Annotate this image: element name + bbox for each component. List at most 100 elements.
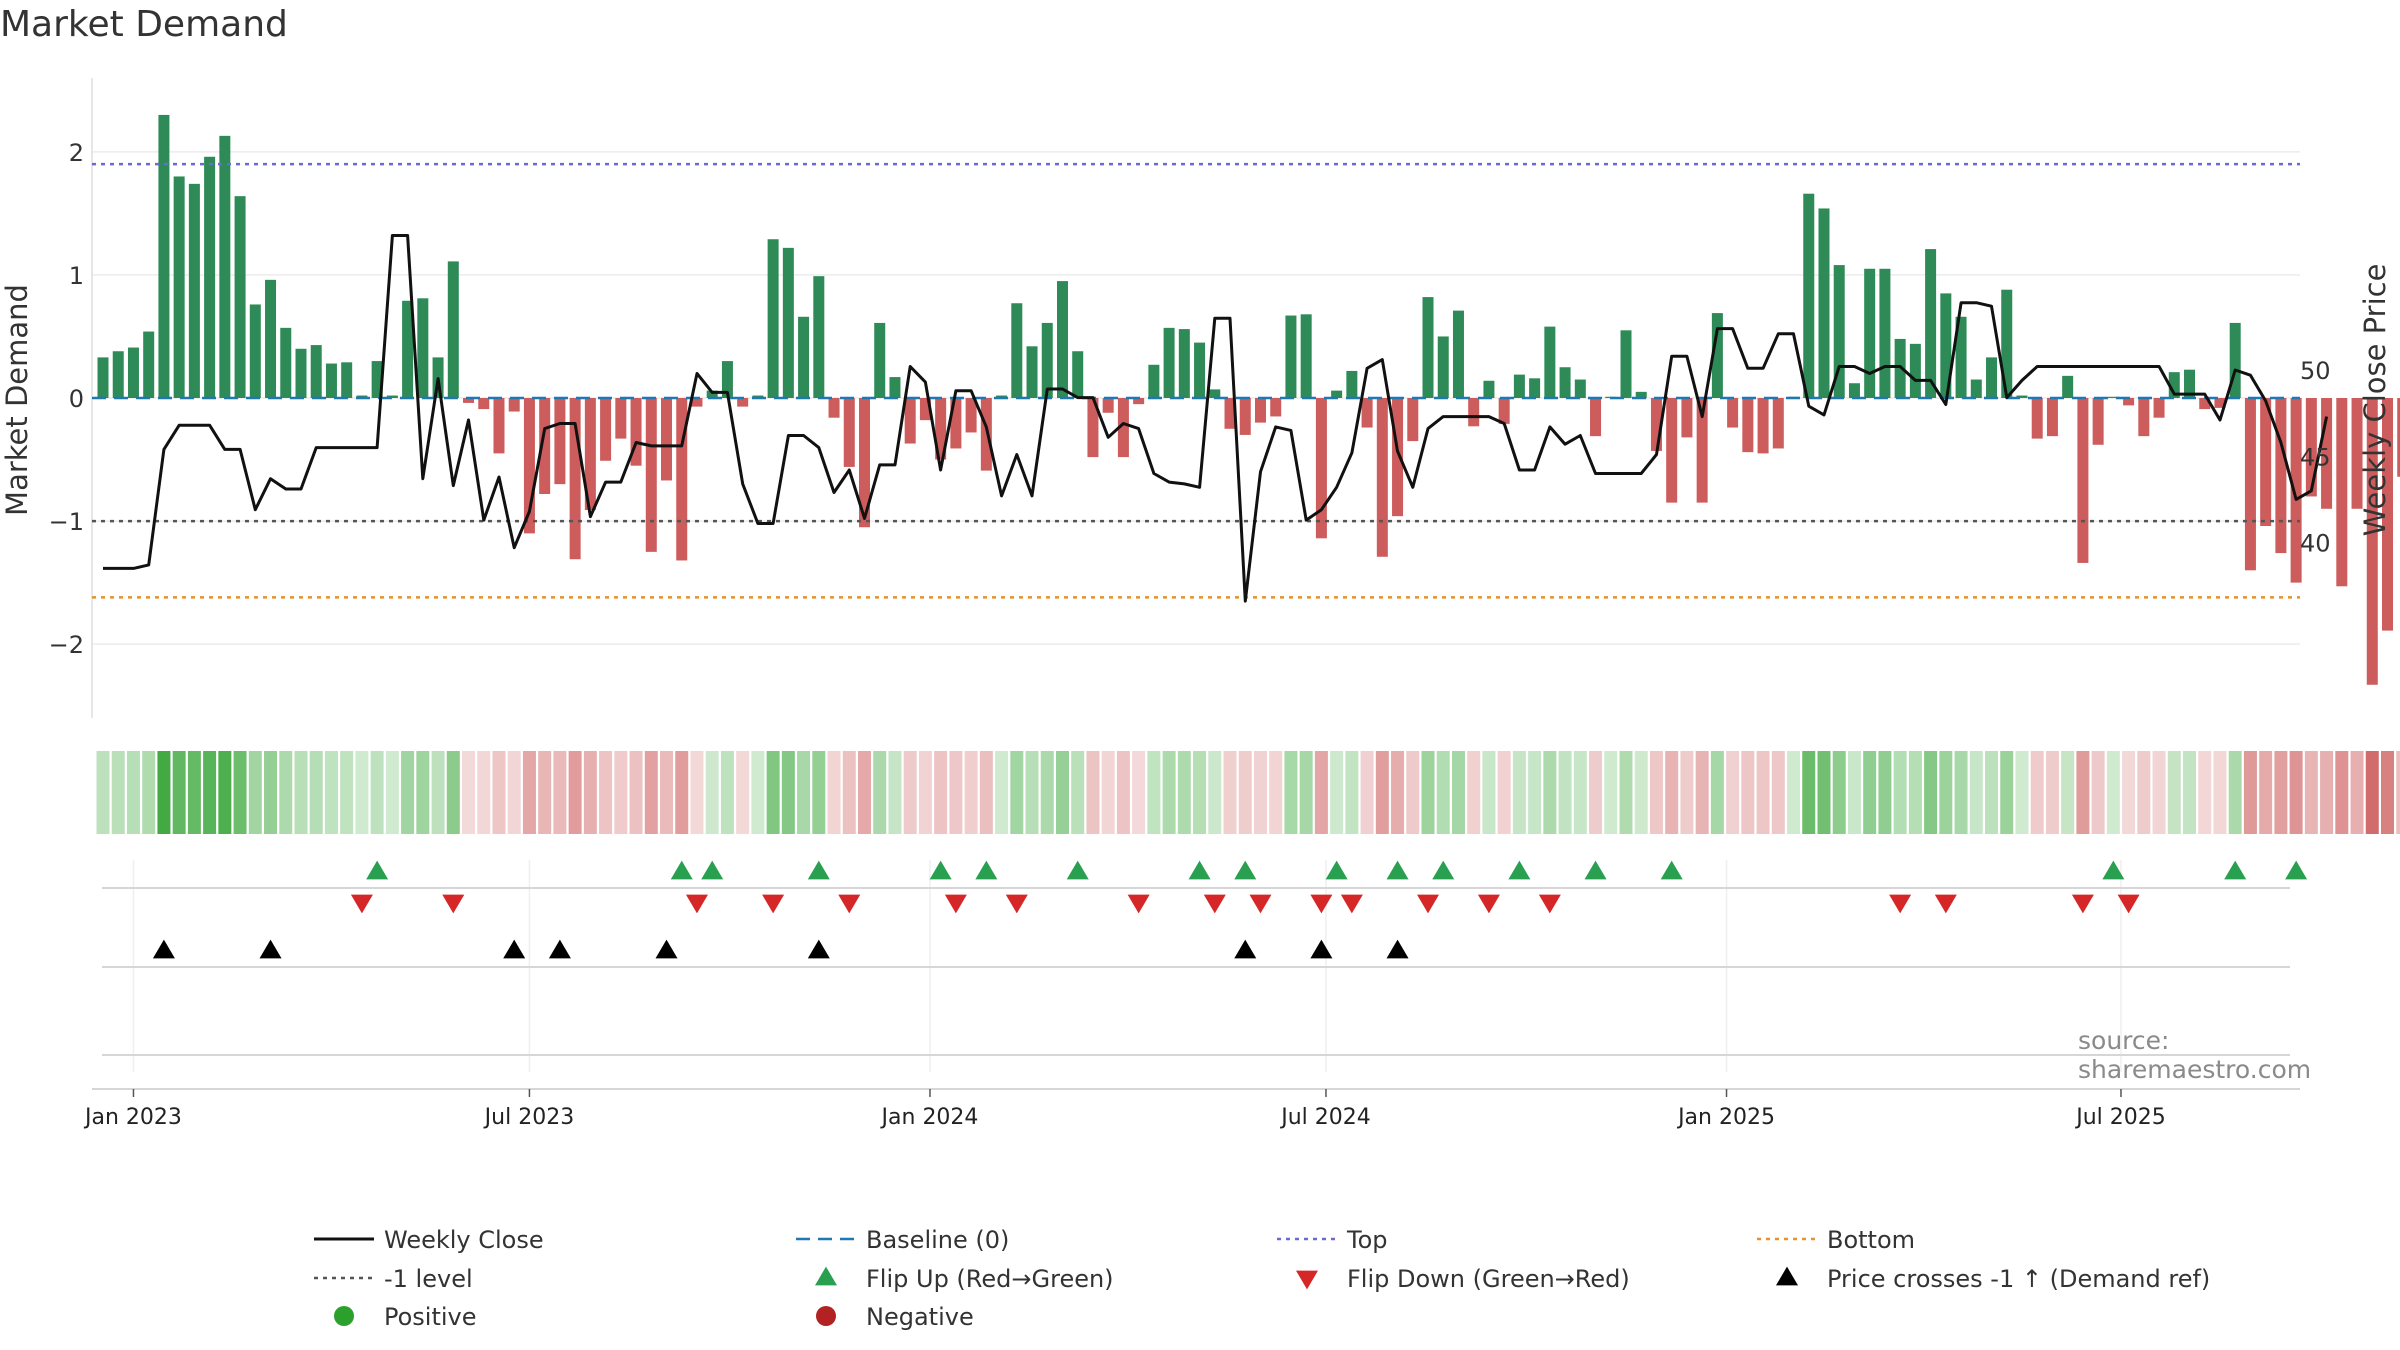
demand-bar bbox=[2077, 398, 2089, 563]
demand-bar bbox=[478, 398, 490, 410]
legend-positive-swatch bbox=[334, 1306, 354, 1326]
heat-cell bbox=[2274, 751, 2288, 834]
heat-cell bbox=[385, 751, 399, 834]
demand-bar bbox=[1194, 342, 1206, 398]
demand-bar bbox=[265, 279, 277, 398]
heat-cell bbox=[2030, 751, 2044, 834]
heat-cell bbox=[1878, 751, 1892, 834]
heat-cell bbox=[979, 751, 993, 834]
heat-cell bbox=[675, 751, 689, 834]
demand-bar bbox=[1864, 268, 1876, 398]
demand-bar bbox=[1696, 398, 1708, 503]
x-tick-label: Jan 2024 bbox=[880, 1105, 979, 1130]
x-tick-label: Jul 2025 bbox=[2074, 1105, 2166, 1130]
flip-down-marker bbox=[350, 894, 373, 914]
heat-cell bbox=[2289, 751, 2303, 834]
demand-bar bbox=[2366, 398, 2378, 685]
price-cross-marker bbox=[503, 939, 526, 959]
heat-cell bbox=[203, 751, 217, 834]
flip-up-marker bbox=[366, 860, 389, 880]
demand-bar bbox=[2305, 398, 2317, 497]
flip-up-marker bbox=[1508, 860, 1531, 880]
demand-bar bbox=[1727, 398, 1739, 428]
demand-bar bbox=[1635, 391, 1647, 398]
heat-cell bbox=[1558, 751, 1572, 834]
demand-bar bbox=[1087, 398, 1099, 458]
heat-cell bbox=[1969, 751, 1983, 834]
demand-bar bbox=[1376, 398, 1388, 557]
flip-up-marker bbox=[670, 860, 693, 880]
demand-bar bbox=[508, 398, 520, 412]
heat-cell bbox=[1223, 751, 1237, 834]
demand-bar bbox=[204, 156, 216, 398]
demand-bar bbox=[2016, 395, 2028, 398]
heat-cell bbox=[751, 751, 765, 834]
demand-bar bbox=[341, 362, 353, 398]
demand-bar bbox=[1072, 351, 1084, 398]
heat-cell bbox=[705, 751, 719, 834]
demand-bar bbox=[173, 176, 185, 398]
heat-cell bbox=[477, 751, 491, 834]
demand-bar bbox=[2031, 398, 2043, 439]
heat-cell bbox=[1345, 751, 1359, 834]
heat-cell bbox=[1132, 751, 1146, 834]
demand-bar bbox=[447, 261, 459, 398]
demand-bar bbox=[1117, 398, 1129, 458]
demand-bar bbox=[1011, 303, 1023, 398]
heat-cell bbox=[431, 751, 445, 834]
legend-negative-swatch bbox=[816, 1306, 836, 1326]
flip-up-marker bbox=[701, 860, 724, 880]
heat-cell bbox=[2076, 751, 2090, 834]
demand-bar bbox=[874, 322, 886, 398]
demand-bar bbox=[1270, 398, 1282, 417]
demand-bar bbox=[97, 357, 109, 398]
demand-bar bbox=[188, 183, 200, 398]
heat-cell bbox=[172, 751, 186, 834]
heat-cell bbox=[1649, 751, 1663, 834]
y-tick-label: −2 bbox=[49, 631, 84, 659]
heat-cell bbox=[248, 751, 262, 834]
demand-bar bbox=[463, 398, 475, 403]
demand-bar bbox=[325, 363, 337, 398]
demand-bar bbox=[950, 398, 962, 449]
demand-bar bbox=[584, 398, 596, 510]
heat-cell bbox=[309, 751, 323, 834]
demand-bar bbox=[1879, 268, 1891, 398]
flip-down-marker bbox=[2071, 894, 2094, 914]
heat-cell bbox=[1619, 751, 1633, 834]
demand-bar bbox=[645, 398, 657, 552]
demand-bar bbox=[295, 348, 307, 398]
legend-label: -1 level bbox=[384, 1265, 473, 1293]
flip-down-marker bbox=[1310, 894, 1333, 914]
heat-cell bbox=[1238, 751, 1252, 834]
demand-bar bbox=[2184, 369, 2196, 398]
demand-bar bbox=[1178, 329, 1190, 398]
heat-cell bbox=[1208, 751, 1222, 834]
heat-cell bbox=[1512, 751, 1526, 834]
legend-label: Price crosses -1 ↑ (Demand ref) bbox=[1827, 1265, 2210, 1293]
heat-cell bbox=[294, 751, 308, 834]
demand-bar bbox=[2290, 398, 2302, 583]
heat-cell bbox=[1375, 751, 1389, 834]
heat-cell bbox=[1847, 751, 1861, 834]
heat-cell bbox=[1741, 751, 1755, 834]
price-cross-marker bbox=[1310, 939, 1333, 959]
demand-bar bbox=[889, 377, 901, 398]
demand-bar bbox=[2229, 322, 2241, 398]
demand-bar bbox=[1407, 398, 1419, 442]
heat-cell bbox=[279, 751, 293, 834]
heat-cell bbox=[340, 751, 354, 834]
demand-bar bbox=[980, 398, 992, 471]
demand-bar bbox=[630, 398, 642, 466]
heat-cell bbox=[1116, 751, 1130, 834]
flip-up-marker bbox=[2285, 860, 2308, 880]
demand-bar bbox=[782, 247, 794, 398]
heat-cell bbox=[1269, 751, 1283, 834]
heat-cell bbox=[1634, 751, 1648, 834]
demand-bar bbox=[112, 351, 124, 398]
heat-cell bbox=[1177, 751, 1191, 834]
heat-cell bbox=[1528, 751, 1542, 834]
demand-bar bbox=[1650, 398, 1662, 451]
heat-cell bbox=[2213, 751, 2227, 834]
